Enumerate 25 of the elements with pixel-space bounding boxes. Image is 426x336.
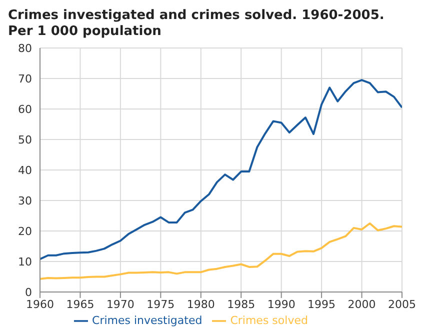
y-tick-label: 20 [18,224,32,238]
x-tick-label: 1980 [186,298,215,311]
y-tick-label: 10 [18,255,32,268]
x-tick-label: 1970 [106,298,134,311]
y-tick-label: 40 [18,164,32,177]
y-tick-label: 50 [18,133,32,146]
legend-label: Crimes solved [230,314,308,328]
line-series [40,79,402,260]
x-tick-label: 1965 [66,298,94,311]
x-tick-label: 1985 [227,298,256,311]
x-tick-label: 2005 [388,298,416,311]
y-tick-label: 70 [18,72,32,86]
x-tick-label: 2000 [348,298,376,311]
legend-label: Crimes investigated [92,314,202,328]
chart-title: Crimes investigated and crimes solved. 1960-2005. [8,8,386,24]
line-series [40,222,402,280]
x-tick-label: 1990 [267,298,296,311]
chart-subtitle: Per 1 000 population [8,24,162,40]
y-tick-label: 30 [18,194,32,208]
y-tick-label: 80 [18,42,32,55]
y-tick-label: 60 [18,102,32,116]
x-tick-label: 1960 [26,298,54,311]
x-tick-label: 1975 [146,298,175,311]
x-tick-label: 1995 [308,298,336,311]
y-tick-label: 0 [25,286,32,299]
